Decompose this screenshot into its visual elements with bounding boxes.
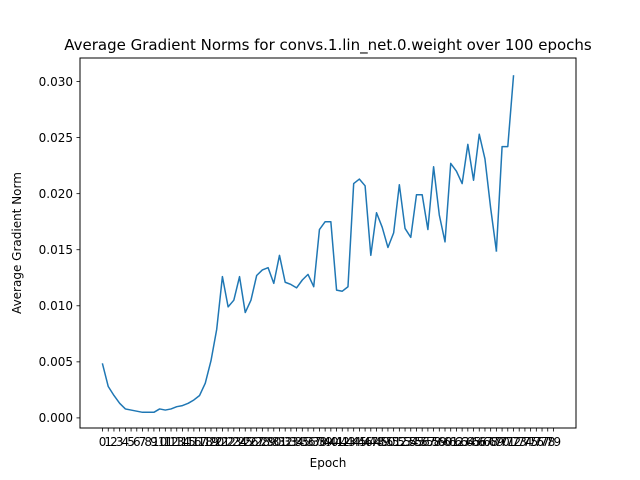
x-tick-label: 19 — [203, 435, 218, 449]
x-tick-label: 74 — [517, 435, 532, 449]
x-tick-label: 37 — [306, 435, 321, 449]
x-tick-label: 33 — [283, 435, 298, 449]
x-tick-label: 31 — [272, 435, 287, 449]
x-tick-label: 0 — [99, 435, 107, 449]
x-tick-label: 73 — [512, 435, 527, 449]
x-tick-label: 52 — [392, 435, 407, 449]
x-tick-label: 7 — [139, 435, 147, 449]
x-tick-label: 64 — [460, 435, 475, 449]
x-tick-label: 1 — [104, 435, 112, 449]
x-tick-label: 6 — [133, 435, 141, 449]
x-tick-label: 32 — [278, 435, 293, 449]
x-tick-label: 75 — [523, 435, 538, 449]
x-tick-label: 4 — [122, 435, 130, 449]
x-axis: 0123456789101112131415161718192021222324… — [99, 428, 561, 449]
y-tick-label: 0.005 — [39, 355, 73, 369]
y-tick-label: 0.020 — [39, 187, 73, 201]
x-tick-label: 30 — [266, 435, 281, 449]
x-tick-label: 43 — [340, 435, 355, 449]
plot-area — [101, 75, 515, 414]
x-tick-label: 50 — [380, 435, 395, 449]
x-tick-label: 69 — [489, 435, 504, 449]
x-tick-label: 44 — [346, 435, 361, 449]
x-tick-label: 46 — [357, 435, 372, 449]
x-tick-label: 62 — [449, 435, 464, 449]
x-tick-label: 79 — [546, 435, 561, 449]
x-tick-label: 77 — [534, 435, 549, 449]
x-tick-label: 49 — [375, 435, 390, 449]
x-tick-label: 76 — [529, 435, 544, 449]
x-tick-label: 66 — [472, 435, 487, 449]
x-tick-label: 27 — [249, 435, 264, 449]
x-tick-label: 22 — [220, 435, 235, 449]
y-axis-label: Average Gradient Norm — [10, 172, 24, 314]
x-tick-label: 42 — [335, 435, 350, 449]
x-tick-label: 39 — [318, 435, 333, 449]
x-tick-label: 2 — [110, 435, 118, 449]
y-tick-label: 0.000 — [39, 411, 73, 425]
x-tick-label: 55 — [409, 435, 424, 449]
x-tick-label: 48 — [369, 435, 384, 449]
x-tick-label: 25 — [238, 435, 253, 449]
x-tick-label: 47 — [363, 435, 378, 449]
x-tick-label: 34 — [289, 435, 304, 449]
x-tick-label: 67 — [477, 435, 492, 449]
x-tick-label: 72 — [506, 435, 521, 449]
x-tick-label: 16 — [186, 435, 201, 449]
x-tick-label: 61 — [443, 435, 458, 449]
x-tick-label: 18 — [198, 435, 213, 449]
x-tick-label: 13 — [169, 435, 184, 449]
x-tick-label: 40 — [323, 435, 338, 449]
y-axis: 0.000 0.005 0.010 0.015 0.020 0.025 0.030 — [39, 75, 80, 425]
x-tick-label: 56 — [415, 435, 430, 449]
x-tick-label: 29 — [260, 435, 275, 449]
x-tick-label: 23 — [226, 435, 241, 449]
x-tick-label: 11 — [158, 435, 173, 449]
x-tick-label: 54 — [403, 435, 418, 449]
x-tick-label: 60 — [437, 435, 452, 449]
x-tick-label: 58 — [426, 435, 441, 449]
x-tick-label: 70 — [494, 435, 509, 449]
x-tick-label: 14 — [175, 435, 190, 449]
x-tick-label: 68 — [483, 435, 498, 449]
x-tick-label: 3 — [116, 435, 124, 449]
x-tick-label: 78 — [540, 435, 555, 449]
y-tick-label: 0.030 — [39, 75, 73, 89]
x-tick-label: 9 — [150, 435, 158, 449]
x-tick-label: 28 — [255, 435, 270, 449]
x-tick-label: 36 — [300, 435, 315, 449]
series-line-segment-0 — [101, 133, 498, 414]
x-tick-label: 10 — [152, 435, 167, 449]
x-tick-label: 45 — [352, 435, 367, 449]
x-tick-label: 24 — [232, 435, 247, 449]
y-tick-label: 0.025 — [39, 131, 73, 145]
series-line-segment-1 — [495, 75, 515, 252]
plot-frame — [79, 57, 577, 429]
x-tick-label: 51 — [386, 435, 401, 449]
x-tick-label: 21 — [215, 435, 230, 449]
x-tick-label: 71 — [500, 435, 515, 449]
x-tick-label: 57 — [420, 435, 435, 449]
x-tick-label: 59 — [432, 435, 447, 449]
y-tick-label: 0.015 — [39, 243, 73, 257]
x-tick-label: 12 — [163, 435, 178, 449]
chart-title: Average Gradient Norms for convs.1.lin_n… — [64, 36, 592, 55]
x-tick-label: 17 — [192, 435, 207, 449]
x-tick-label: 26 — [243, 435, 258, 449]
x-tick-label: 63 — [454, 435, 469, 449]
x-tick-label: 38 — [312, 435, 327, 449]
x-tick-label: 65 — [466, 435, 481, 449]
x-tick-label: 41 — [329, 435, 344, 449]
x-tick-label: 8 — [144, 435, 152, 449]
x-tick-label: 15 — [181, 435, 196, 449]
x-tick-label: 53 — [397, 435, 412, 449]
x-axis-label: Epoch — [310, 456, 347, 470]
y-tick-label: 0.010 — [39, 299, 73, 313]
x-tick-label: 5 — [127, 435, 135, 449]
x-tick-label: 35 — [295, 435, 310, 449]
x-tick-label: 20 — [209, 435, 224, 449]
